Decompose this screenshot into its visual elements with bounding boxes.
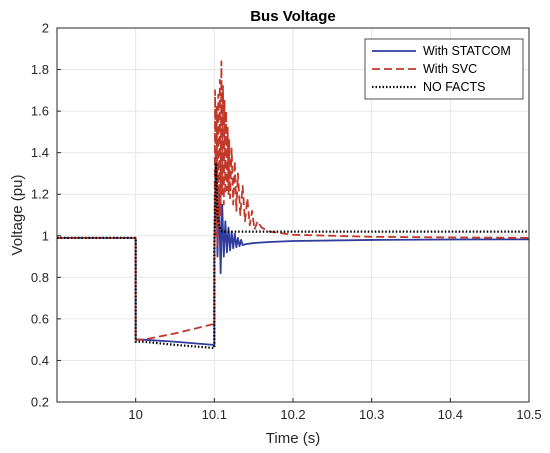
legend-label-no-facts: NO FACTS — [423, 80, 486, 94]
legend-label-svc: With SVC — [423, 62, 477, 76]
y-tick-label: 1.6 — [31, 104, 49, 119]
x-tick-label: 10.1 — [202, 407, 227, 422]
x-axis-ticks: 10 10.1 10.2 10.3 10.4 10.5 — [128, 398, 542, 422]
x-tick-label: 10 — [128, 407, 142, 422]
y-tick-label: 1.8 — [31, 62, 49, 77]
y-tick-label: 1.4 — [31, 145, 49, 160]
y-tick-label: 0.4 — [31, 353, 49, 368]
y-tick-label: 0.2 — [31, 395, 49, 410]
y-tick-label: 0.6 — [31, 311, 49, 326]
series-layer — [57, 60, 530, 350]
legend-label-statcom: With STATCOM — [423, 44, 511, 58]
x-axis-label: Time (s) — [266, 430, 320, 447]
y-tick-label: 1.2 — [31, 187, 49, 202]
y-axis-label: Voltage (pu) — [9, 175, 26, 256]
chart-title: Bus Voltage — [250, 8, 336, 25]
legend: With STATCOM With SVC NO FACTS — [364, 38, 524, 100]
x-tick-label: 10.2 — [280, 407, 305, 422]
y-axis-ticks: 0.2 0.4 0.6 0.8 1 1.2 1.4 1.6 1.8 2 — [31, 21, 61, 410]
y-tick-label: 2 — [42, 21, 49, 36]
y-tick-label: 1 — [42, 228, 49, 243]
series-line-statcom — [57, 155, 530, 346]
series-line-svc — [57, 60, 530, 341]
x-tick-label: 10.4 — [438, 407, 463, 422]
x-tick-label: 10.5 — [516, 407, 541, 422]
y-tick-label: 0.8 — [31, 270, 49, 285]
x-tick-label: 10.3 — [359, 407, 384, 422]
